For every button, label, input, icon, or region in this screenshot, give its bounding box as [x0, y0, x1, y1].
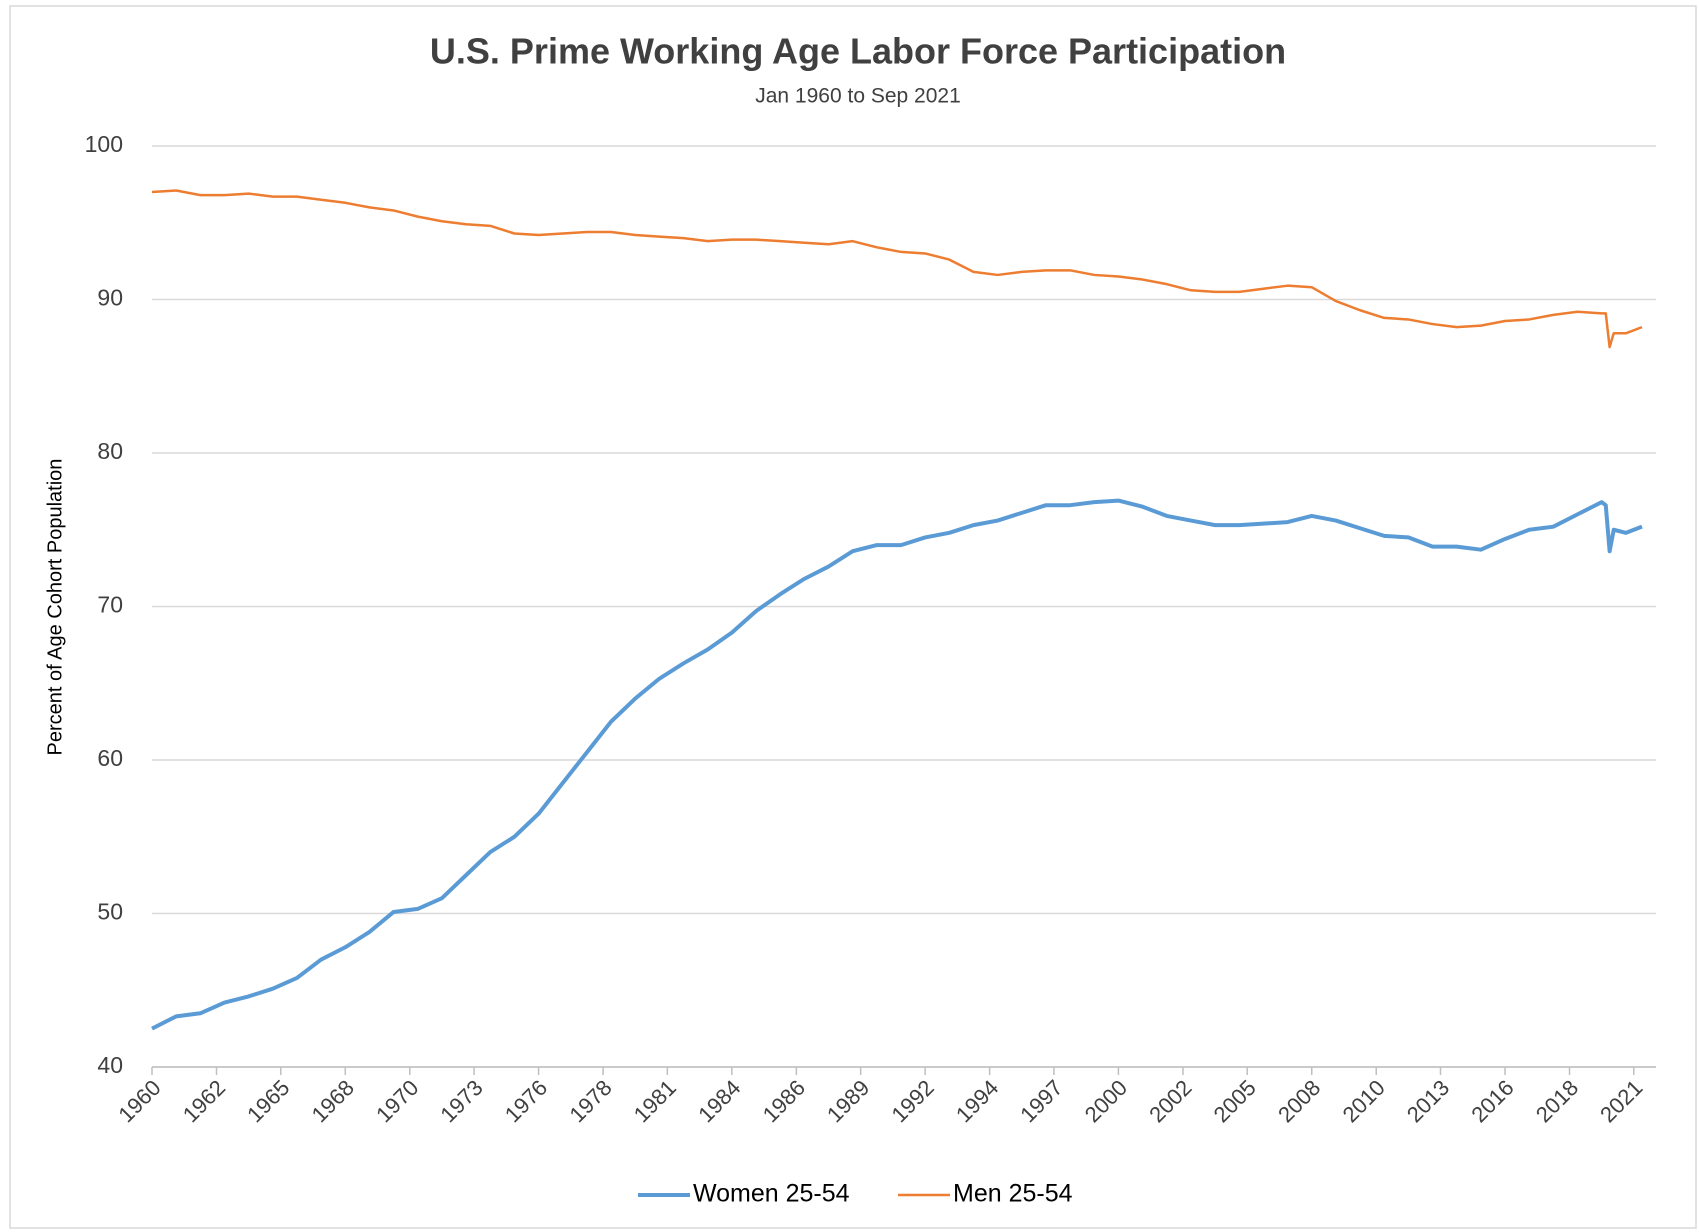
x-tick-label: 1986: [758, 1075, 810, 1127]
y-tick-label: 80: [97, 438, 123, 464]
legend-label: Women 25-54: [693, 1180, 850, 1208]
x-tick-label: 1997: [1015, 1075, 1067, 1127]
x-tick-label: 1962: [178, 1075, 230, 1127]
y-tick-label: 90: [97, 285, 123, 311]
x-tick-label: 1984: [693, 1075, 745, 1127]
x-tick-label: 1973: [435, 1075, 487, 1127]
x-tick-label: 1968: [307, 1075, 359, 1127]
y-tick-label: 50: [97, 899, 123, 925]
x-tick-label: 2010: [1338, 1075, 1390, 1127]
x-tick-label: 2013: [1402, 1075, 1454, 1127]
chart-subtitle: Jan 1960 to Sep 2021: [755, 85, 961, 108]
x-tick-label: 1978: [564, 1075, 616, 1127]
chart-title: U.S. Prime Working Age Labor Force Parti…: [430, 31, 1286, 72]
x-tick-label: 2016: [1466, 1075, 1518, 1127]
y-tick-label: 60: [97, 745, 123, 771]
x-tick-label: 1994: [951, 1075, 1003, 1127]
x-tick-label: 2008: [1273, 1075, 1325, 1127]
x-tick-label: 2005: [1209, 1075, 1261, 1127]
line-series: [151, 189, 1643, 349]
y-tick-label: 40: [97, 1052, 123, 1078]
x-tick-label: 1970: [371, 1075, 423, 1127]
y-tick-label: 70: [97, 592, 123, 618]
x-tick-label: 2021: [1595, 1075, 1647, 1127]
x-tick-label: 1976: [500, 1075, 552, 1127]
x-tick-label: 1960: [113, 1075, 165, 1127]
y-tick-label: 100: [85, 131, 123, 157]
line-series: [151, 498, 1643, 1031]
legend-label: Men 25-54: [953, 1180, 1073, 1208]
x-tick-label: 1989: [822, 1075, 874, 1127]
chart-border: [9, 5, 1697, 1229]
x-tick-label: 2018: [1531, 1075, 1583, 1127]
x-tick-label: 1992: [887, 1075, 939, 1127]
x-tick-label: 1965: [242, 1075, 294, 1127]
x-tick-label: 2002: [1144, 1075, 1196, 1127]
y-axis-label: Percent of Age Cohort Population: [44, 459, 66, 756]
x-tick-label: 1981: [629, 1075, 681, 1127]
x-tick-label: 2000: [1080, 1075, 1132, 1127]
